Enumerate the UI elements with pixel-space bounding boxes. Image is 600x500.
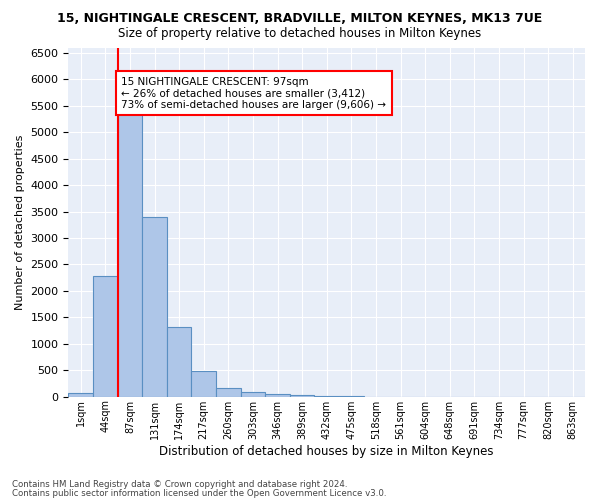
Bar: [167, 328, 191, 396]
Text: Contains public sector information licensed under the Open Government Licence v3: Contains public sector information licen…: [12, 488, 386, 498]
Bar: [216, 388, 241, 396]
Text: Size of property relative to detached houses in Milton Keynes: Size of property relative to detached ho…: [118, 28, 482, 40]
Bar: [68, 392, 93, 396]
Bar: [290, 395, 314, 396]
Bar: [191, 370, 216, 396]
Text: 15, NIGHTINGALE CRESCENT, BRADVILLE, MILTON KEYNES, MK13 7UE: 15, NIGHTINGALE CRESCENT, BRADVILLE, MIL…: [58, 12, 542, 26]
Bar: [93, 276, 118, 396]
Bar: [265, 394, 290, 396]
Text: 15 NIGHTINGALE CRESCENT: 97sqm
← 26% of detached houses are smaller (3,412)
73% : 15 NIGHTINGALE CRESCENT: 97sqm ← 26% of …: [121, 76, 386, 110]
Bar: [241, 392, 265, 396]
Text: Contains HM Land Registry data © Crown copyright and database right 2024.: Contains HM Land Registry data © Crown c…: [12, 480, 347, 489]
Bar: [142, 218, 167, 396]
Y-axis label: Number of detached properties: Number of detached properties: [15, 134, 25, 310]
Bar: [118, 108, 142, 397]
X-axis label: Distribution of detached houses by size in Milton Keynes: Distribution of detached houses by size …: [160, 444, 494, 458]
